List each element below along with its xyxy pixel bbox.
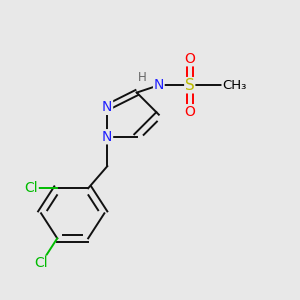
Text: CH₃: CH₃ (222, 79, 247, 92)
Text: O: O (184, 52, 195, 66)
Text: O: O (184, 105, 195, 119)
Text: Cl: Cl (25, 181, 38, 195)
Text: N: N (102, 100, 112, 114)
Text: Cl: Cl (34, 256, 48, 270)
Text: N: N (154, 78, 164, 92)
Text: H: H (138, 71, 147, 84)
Text: S: S (185, 78, 195, 93)
Text: N: N (102, 130, 112, 144)
